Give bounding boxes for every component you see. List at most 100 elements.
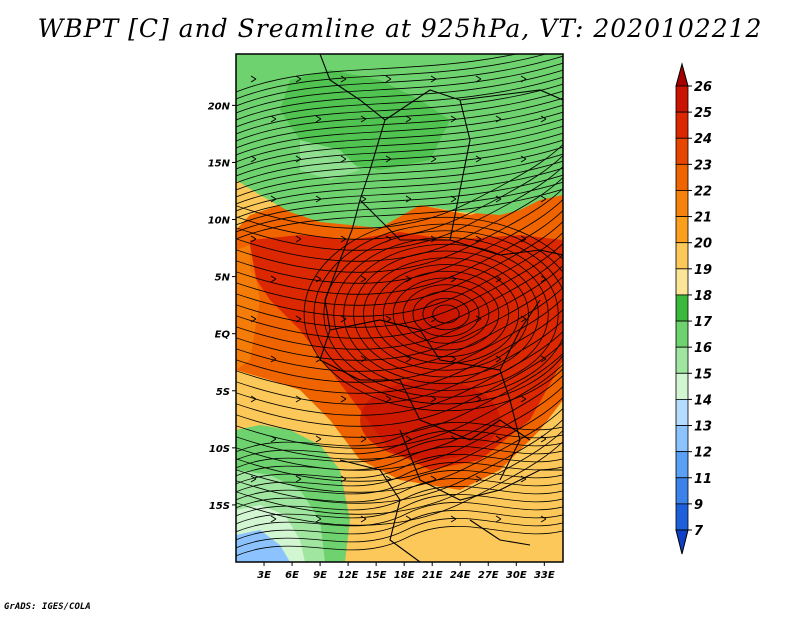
streamline bbox=[236, 188, 563, 273]
streamline-arrow bbox=[360, 435, 367, 443]
streamline-arrow bbox=[385, 395, 392, 403]
streamline-arrow bbox=[295, 315, 302, 323]
streamline-eddy bbox=[372, 264, 519, 364]
streamline-arrow bbox=[360, 515, 367, 523]
streamline-arrow bbox=[520, 395, 527, 403]
streamline bbox=[236, 265, 563, 350]
streamline-arrow bbox=[295, 155, 302, 163]
streamline-eddy bbox=[382, 270, 510, 358]
streamline bbox=[236, 453, 563, 485]
streamline-arrow bbox=[540, 275, 547, 283]
streamline-arrow bbox=[475, 155, 482, 163]
streamline-eddy bbox=[412, 291, 480, 337]
lon-tick-label: 12E bbox=[338, 570, 359, 581]
streamline bbox=[236, 188, 563, 240]
streamline-arrow bbox=[250, 315, 257, 323]
streamline-arrow bbox=[495, 195, 502, 203]
lon-tick-label: 27E bbox=[478, 570, 499, 581]
streamline bbox=[236, 221, 563, 306]
streamline-arrow bbox=[495, 355, 502, 363]
streamline-arrow bbox=[385, 155, 392, 163]
streamline-arrow bbox=[540, 195, 547, 203]
streamline-arrow bbox=[520, 315, 527, 323]
streamline-arrow bbox=[385, 75, 392, 83]
lon-tick-label: 9E bbox=[313, 570, 327, 581]
lat-tick-label: 5N bbox=[215, 273, 231, 284]
lon-tick-label: 30E bbox=[506, 570, 527, 581]
lon-tick-label: 18E bbox=[394, 570, 415, 581]
colorbar-label: 26 bbox=[694, 80, 712, 95]
streamline-eddy bbox=[432, 304, 460, 324]
colorbar-label: 12 bbox=[694, 446, 712, 461]
map-frame bbox=[235, 53, 564, 563]
streamline bbox=[236, 54, 548, 100]
latitude-axis: 20N 15N 10N 5N EQ 5S 10S 15S bbox=[208, 101, 236, 512]
colorbar-label: 21 bbox=[694, 211, 712, 226]
streamline-arrow bbox=[385, 475, 392, 483]
streamline-arrow bbox=[475, 475, 482, 483]
country-borders bbox=[319, 54, 563, 562]
streamline bbox=[236, 509, 563, 541]
streamline bbox=[236, 232, 563, 317]
streamline-eddy bbox=[343, 243, 549, 385]
streamline bbox=[236, 419, 563, 504]
lat-tick-label: 10N bbox=[208, 216, 231, 227]
streamline bbox=[236, 485, 563, 517]
streamline bbox=[236, 166, 563, 251]
streamline bbox=[236, 132, 563, 184]
streamline-arrow bbox=[430, 395, 437, 403]
lon-tick-label: 33E bbox=[534, 570, 555, 581]
streamline-arrow bbox=[360, 275, 367, 283]
colorbar-label: 18 bbox=[694, 289, 712, 304]
streamline-arrow bbox=[405, 195, 412, 203]
streamline bbox=[236, 62, 563, 114]
streamline bbox=[236, 167, 563, 219]
streamline-eddy bbox=[422, 297, 470, 331]
streamline-arrow bbox=[295, 395, 302, 403]
colorbar-top-triangle bbox=[675, 62, 689, 87]
footer-credit: GrADS: IGES/COLA bbox=[4, 602, 91, 612]
colorbar-label: 25 bbox=[694, 106, 712, 121]
blue-south bbox=[236, 530, 290, 562]
streamline-arrow bbox=[295, 235, 302, 243]
streamline bbox=[236, 445, 563, 477]
streamline-arrow bbox=[315, 195, 322, 203]
streamline bbox=[236, 97, 563, 149]
lat-tick-label: 10S bbox=[209, 444, 230, 455]
colorbar-box bbox=[675, 242, 689, 270]
streamline-arrow bbox=[315, 275, 322, 283]
streamlines bbox=[236, 54, 563, 557]
streamline bbox=[236, 320, 563, 405]
streamline-arrow bbox=[315, 115, 322, 123]
streamline bbox=[236, 54, 519, 93]
streamline-arrow bbox=[340, 315, 347, 323]
colorbar-box bbox=[675, 294, 689, 322]
streamline bbox=[236, 493, 563, 525]
streamline bbox=[236, 461, 563, 493]
streamline bbox=[236, 155, 563, 240]
colorbar-box bbox=[675, 190, 689, 217]
streamline bbox=[236, 437, 563, 469]
colorbar-label: 7 bbox=[694, 524, 704, 539]
colorbar-box bbox=[675, 372, 689, 400]
streamline-arrow bbox=[475, 75, 482, 83]
streamline bbox=[236, 118, 563, 170]
colorbar-box bbox=[675, 320, 689, 348]
streamline bbox=[236, 160, 563, 212]
streamline-arrow bbox=[385, 235, 392, 243]
streamline bbox=[236, 517, 563, 549]
colorbar: 26 25 24 23 22 21 20 19 18 17 16 15 14 13 12 11 9 7 bbox=[675, 62, 713, 555]
streamline-arrow bbox=[540, 115, 547, 123]
colorbar-label: 20 bbox=[694, 237, 712, 252]
streamline-arrow bbox=[295, 475, 302, 483]
colorbar-box bbox=[675, 346, 689, 374]
streamline-arrow bbox=[250, 395, 257, 403]
streamline bbox=[236, 111, 563, 163]
streamline-arrow bbox=[450, 275, 457, 283]
streamline-arrow bbox=[475, 315, 482, 323]
streamline bbox=[236, 243, 563, 328]
streamline-eddy bbox=[363, 257, 529, 371]
colorbar-label: 24 bbox=[694, 132, 712, 147]
lat-tick-label: 15N bbox=[208, 158, 231, 169]
streamline-eddy bbox=[353, 250, 539, 378]
